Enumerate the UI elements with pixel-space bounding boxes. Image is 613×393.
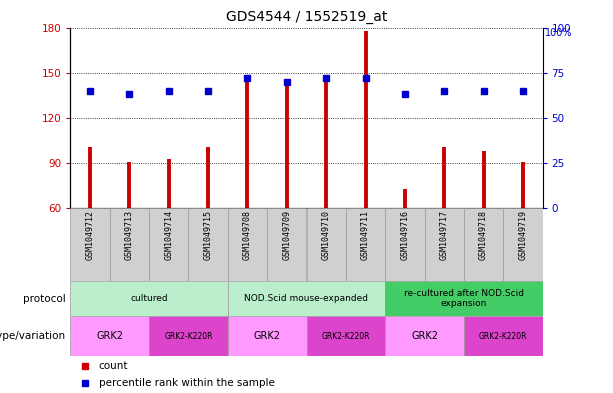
Text: GSM1049712: GSM1049712 — [86, 210, 94, 260]
Bar — [385, 208, 424, 281]
Bar — [189, 208, 228, 281]
Text: protocol: protocol — [23, 294, 66, 304]
Text: GSM1049713: GSM1049713 — [125, 210, 134, 260]
Text: GSM1049710: GSM1049710 — [322, 210, 330, 260]
Text: GSM1049716: GSM1049716 — [400, 210, 409, 260]
Text: GSM1049718: GSM1049718 — [479, 210, 488, 260]
Polygon shape — [63, 328, 68, 344]
Text: GSM1049714: GSM1049714 — [164, 210, 173, 260]
Bar — [503, 208, 543, 281]
Text: cultured: cultured — [131, 294, 168, 303]
Text: percentile rank within the sample: percentile rank within the sample — [99, 378, 275, 388]
Text: NOD.Scid mouse-expanded: NOD.Scid mouse-expanded — [245, 294, 368, 303]
Bar — [228, 281, 385, 316]
Polygon shape — [63, 292, 68, 306]
Text: GSM1049717: GSM1049717 — [440, 210, 449, 260]
Text: count: count — [99, 360, 128, 371]
Bar — [70, 208, 110, 281]
Title: GDS4544 / 1552519_at: GDS4544 / 1552519_at — [226, 10, 387, 24]
Text: GSM1049708: GSM1049708 — [243, 210, 252, 260]
Bar — [228, 316, 306, 356]
Text: 100%: 100% — [545, 28, 573, 37]
Bar — [70, 281, 228, 316]
Bar — [267, 208, 306, 281]
Text: GRK2: GRK2 — [411, 331, 438, 341]
Bar — [306, 316, 385, 356]
Text: GRK2: GRK2 — [96, 331, 123, 341]
Bar — [306, 208, 346, 281]
Text: GRK2-K220R: GRK2-K220R — [322, 332, 370, 340]
Bar — [424, 208, 464, 281]
Text: GRK2: GRK2 — [254, 331, 281, 341]
Text: GSM1049719: GSM1049719 — [519, 210, 527, 260]
Text: GSM1049709: GSM1049709 — [283, 210, 291, 260]
Bar — [149, 316, 228, 356]
Bar — [70, 316, 149, 356]
Text: GSM1049715: GSM1049715 — [204, 210, 213, 260]
Text: genotype/variation: genotype/variation — [0, 331, 66, 341]
Bar — [346, 208, 385, 281]
Bar — [464, 208, 503, 281]
Text: re-cultured after NOD.Scid
expansion: re-cultured after NOD.Scid expansion — [404, 289, 524, 309]
Text: GSM1049711: GSM1049711 — [361, 210, 370, 260]
Text: GRK2-K220R: GRK2-K220R — [164, 332, 213, 340]
Bar — [385, 316, 464, 356]
Bar — [464, 316, 543, 356]
Bar — [149, 208, 189, 281]
Text: GRK2-K220R: GRK2-K220R — [479, 332, 527, 340]
Bar — [385, 281, 543, 316]
Bar — [228, 208, 267, 281]
Bar — [110, 208, 149, 281]
